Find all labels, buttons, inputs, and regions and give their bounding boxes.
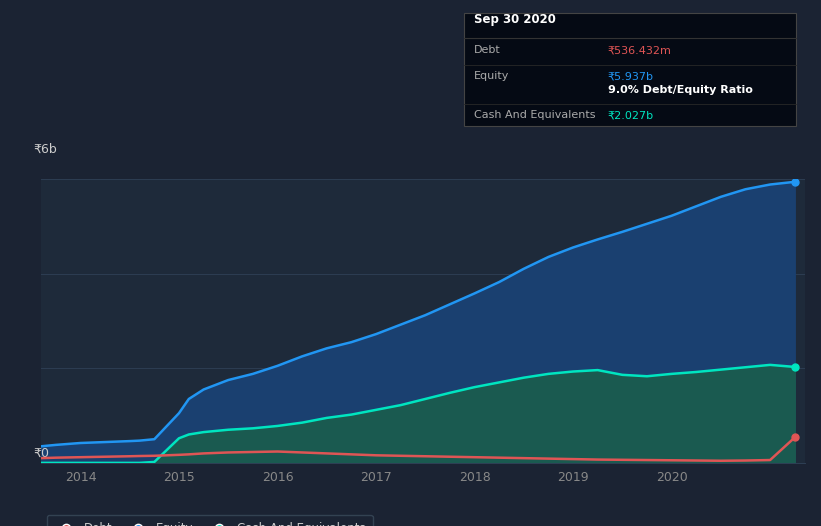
Text: Debt: Debt	[474, 45, 501, 55]
Text: Cash And Equivalents: Cash And Equivalents	[474, 110, 595, 120]
Text: Sep 30 2020: Sep 30 2020	[474, 13, 556, 26]
Text: ₹2.027b: ₹2.027b	[608, 110, 654, 120]
Text: 9.0% Debt/Equity Ratio: 9.0% Debt/Equity Ratio	[608, 85, 752, 95]
Text: ₹5.937b: ₹5.937b	[608, 72, 654, 82]
Text: Equity: Equity	[474, 72, 509, 82]
Text: ₹0: ₹0	[34, 447, 49, 460]
Text: ₹6b: ₹6b	[34, 143, 57, 156]
Legend: Debt, Equity, Cash And Equivalents: Debt, Equity, Cash And Equivalents	[47, 515, 373, 526]
Text: ₹536.432m: ₹536.432m	[608, 45, 672, 55]
